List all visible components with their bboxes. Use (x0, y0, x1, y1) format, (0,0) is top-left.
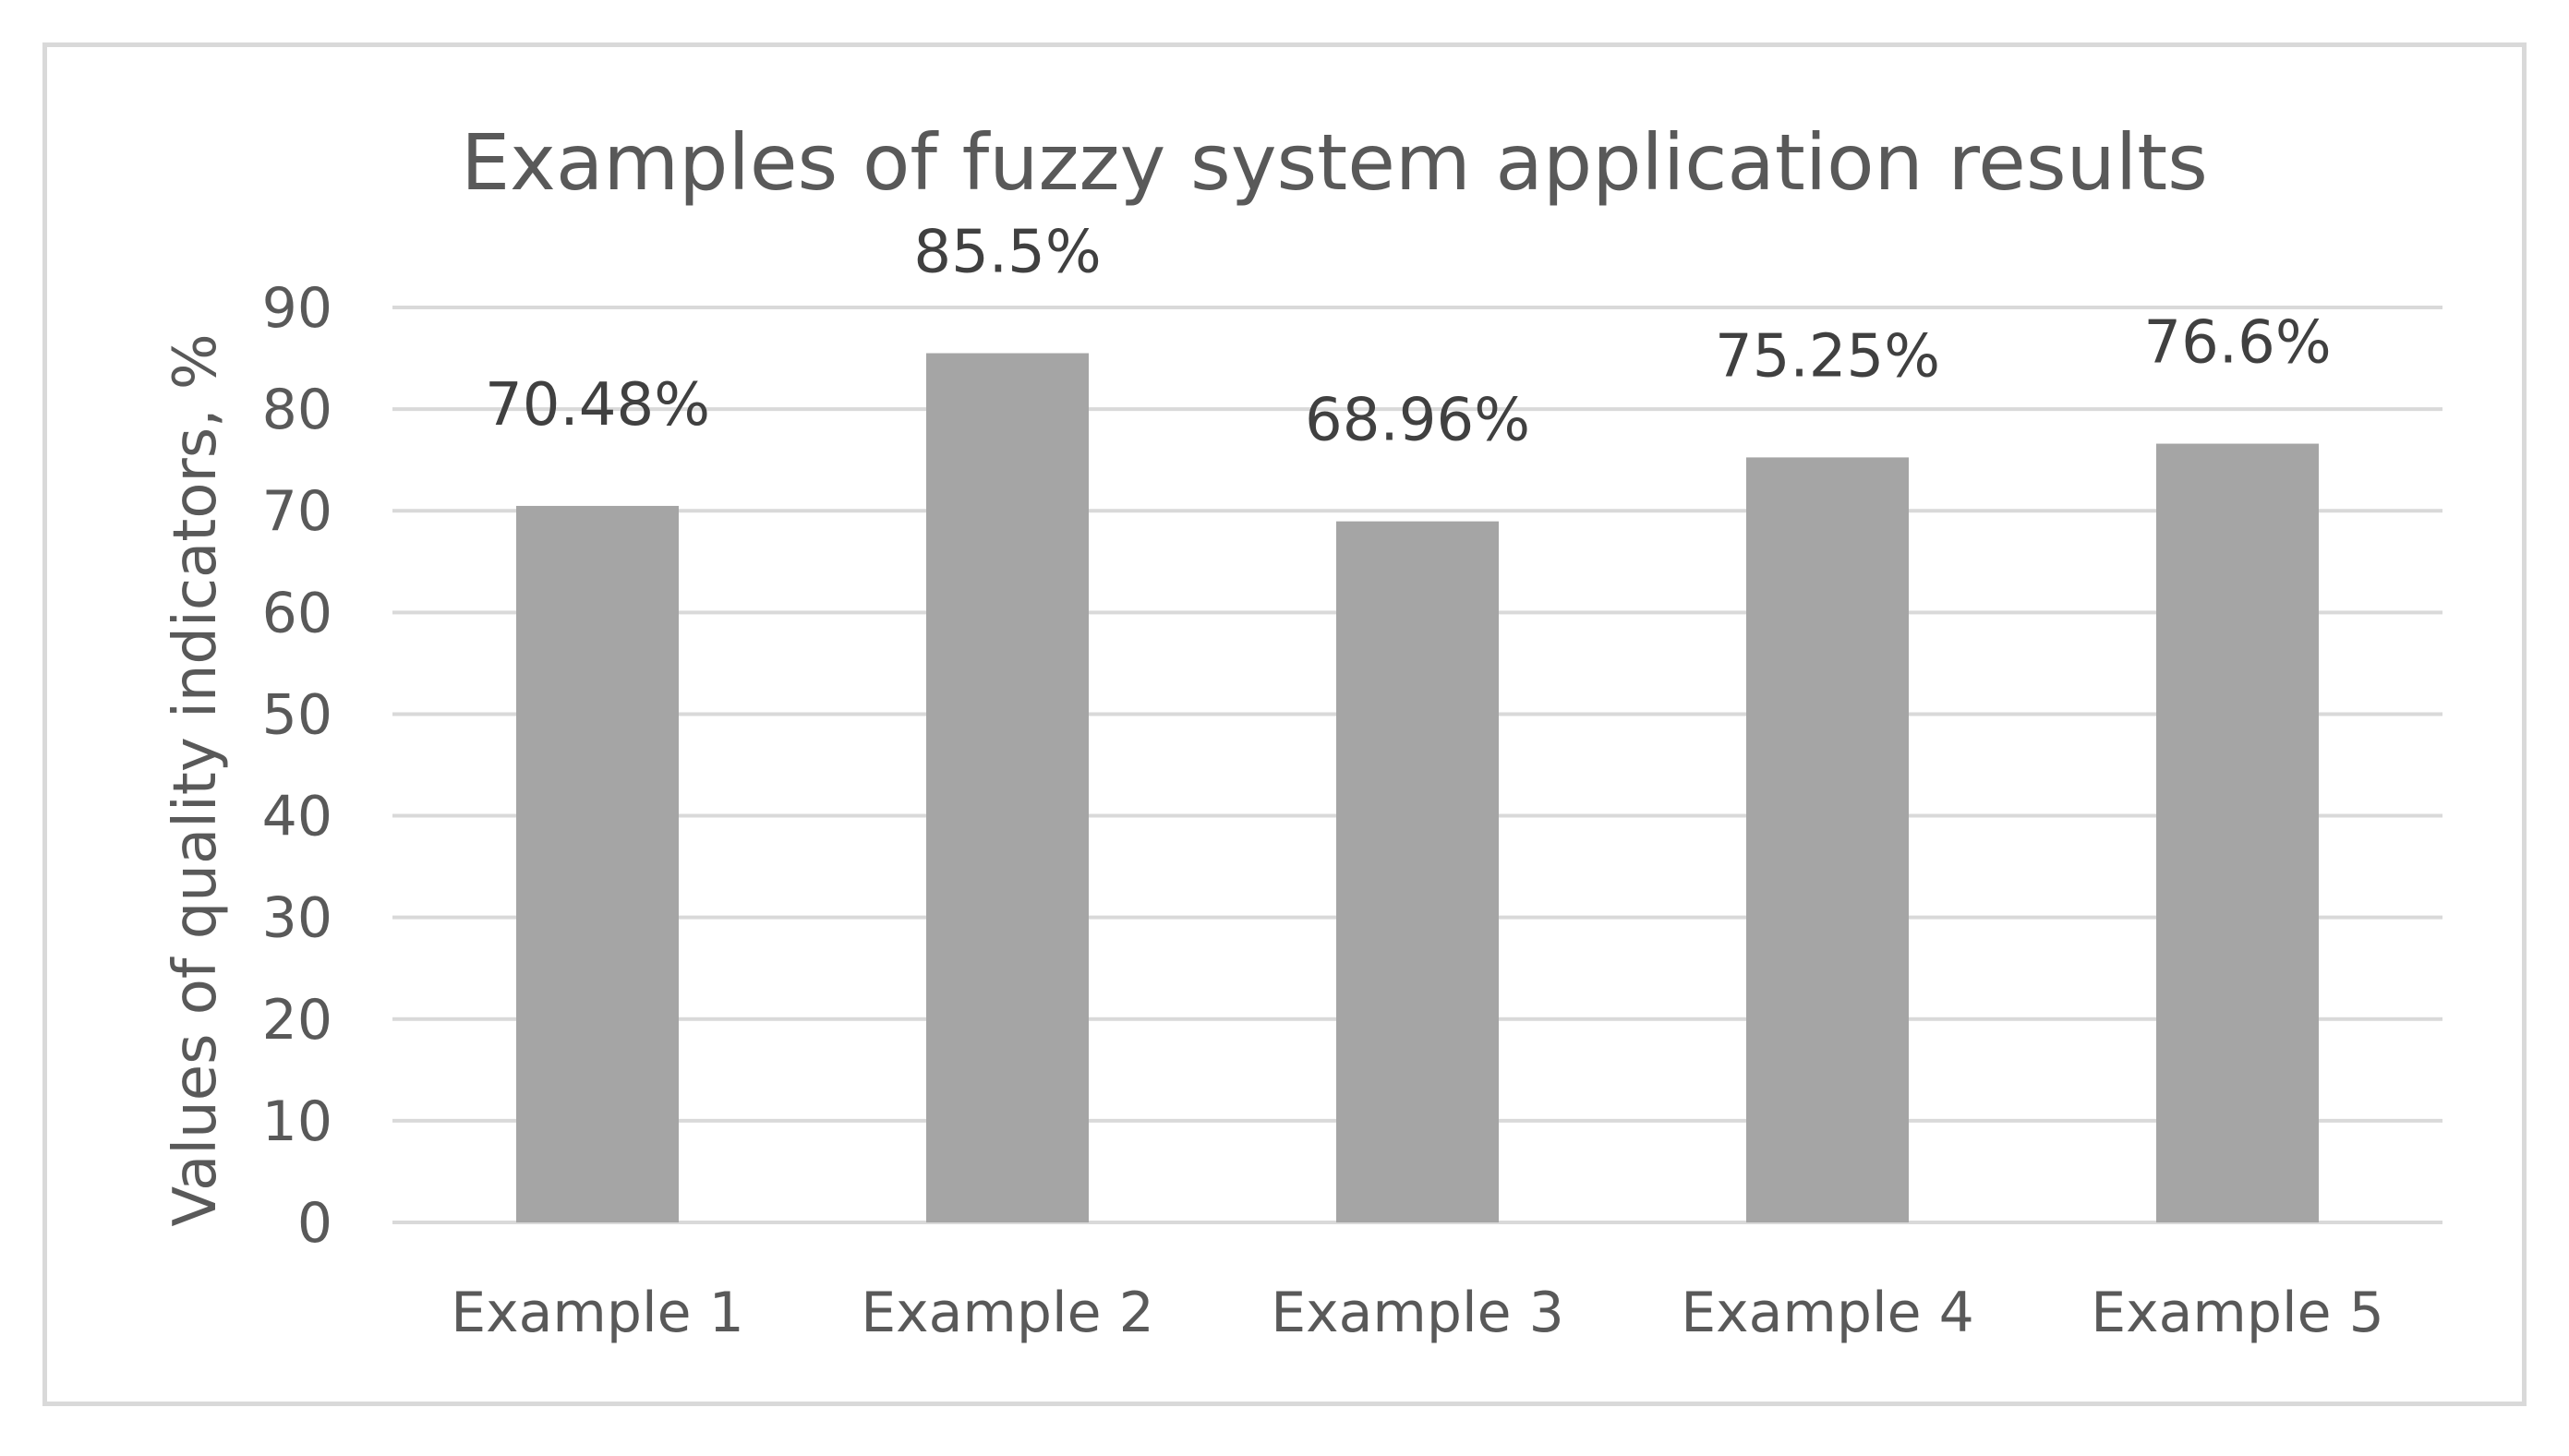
y-tick-label: 40 (262, 785, 332, 849)
data-label-2: 85.5% (913, 219, 1101, 287)
chart-frame (42, 42, 2527, 1406)
data-label-4: 75.25% (1715, 322, 1940, 391)
y-tick-label: 80 (262, 378, 332, 442)
bar-3 (1336, 521, 1499, 1222)
gridlines (392, 306, 2442, 1224)
y-tick-label: 50 (262, 682, 332, 747)
y-tick-label: 20 (262, 988, 332, 1053)
x-category-label: Example 1 (451, 1281, 744, 1345)
y-tick-label: 60 (262, 581, 332, 645)
bar-4 (1746, 457, 1909, 1222)
chart-title: Examples of fuzzy system application res… (461, 117, 2208, 208)
data-label-3: 68.96% (1305, 387, 1530, 455)
bar-2 (926, 353, 1089, 1222)
x-category-label: Example 5 (2091, 1281, 2384, 1345)
x-category-label: Example 4 (1681, 1281, 1974, 1345)
y-tick-label: 30 (262, 886, 332, 951)
y-axis-ticks: 0 10 20 30 40 50 60 70 80 90 (262, 276, 332, 1256)
y-tick-label: 0 (297, 1191, 332, 1256)
y-tick-label: 10 (262, 1089, 332, 1154)
y-tick-label: 70 (262, 479, 332, 544)
y-axis-label: Values of quality indicators, % (162, 333, 230, 1226)
data-label-5: 76.6% (2143, 309, 2331, 378)
data-label-1: 70.48% (485, 371, 710, 439)
y-tick-label: 90 (262, 276, 332, 341)
bar-1 (516, 505, 679, 1222)
bar-5 (2156, 443, 2319, 1222)
x-axis-categories: Example 1 Example 2 Example 3 Example 4 Exam… (451, 1281, 2384, 1345)
x-category-label: Example 2 (861, 1281, 1154, 1345)
data-labels: 70.48% 85.5% 68.96% 75.25% 76.6% (485, 219, 2332, 455)
bars (516, 353, 2319, 1222)
x-category-label: Example 3 (1271, 1281, 1564, 1345)
